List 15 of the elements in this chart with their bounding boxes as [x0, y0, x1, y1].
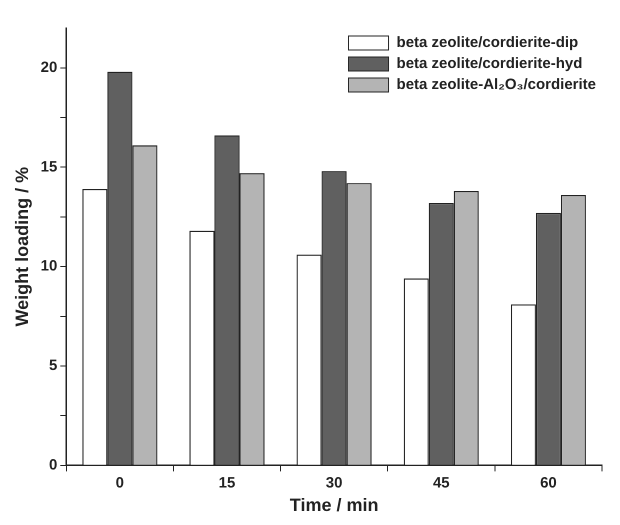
y-tick-label: 5 [48, 357, 58, 374]
x-tick-label: 45 [432, 474, 450, 492]
legend-label: beta zeolite-Al₂O₃/cordierite [396, 76, 596, 94]
y-axis-title: Weight loading / % [12, 166, 32, 327]
y-tick-label: 0 [48, 456, 58, 474]
y-tick-label: 15 [40, 158, 58, 176]
y-tick-label: 20 [40, 58, 58, 76]
y-tick-label: 10 [40, 258, 58, 275]
x-tick-label: 30 [326, 474, 342, 492]
x-tick-label: 60 [540, 474, 557, 492]
x-axis-title: Time / min [290, 495, 378, 516]
x-tick-label: 15 [218, 474, 236, 492]
x-tick-label: 0 [116, 474, 124, 492]
legend-label: beta zeolite/cordierite-dip [396, 34, 578, 52]
legend-label: beta zeolite/cordierite-hyd [396, 55, 582, 72]
